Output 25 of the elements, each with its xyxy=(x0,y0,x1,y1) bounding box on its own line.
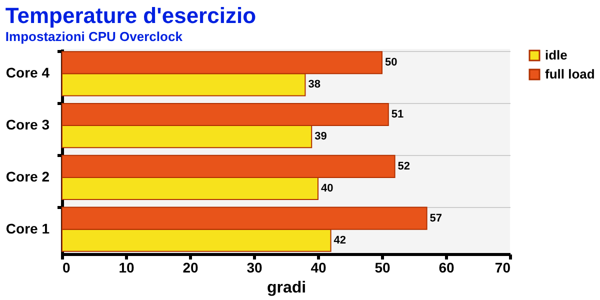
data-label: 52 xyxy=(398,160,410,172)
data-label: 42 xyxy=(334,234,346,246)
y-tick-label: Core 2 xyxy=(6,168,50,184)
data-label: 50 xyxy=(385,56,398,69)
legend-label: full load xyxy=(545,66,595,82)
x-tick-label: 20 xyxy=(182,260,198,276)
data-label: 39 xyxy=(314,130,327,143)
x-tick-label: 10 xyxy=(118,260,134,276)
chart-subtitle: Impostazioni CPU Overclock xyxy=(5,29,184,44)
chart-title: Temperature d'esercizio xyxy=(5,3,256,28)
data-label: 57 xyxy=(430,212,442,224)
x-tick-label: 0 xyxy=(62,260,70,276)
y-tick-label: Core 3 xyxy=(6,116,50,133)
y-tick-label: Core 4 xyxy=(6,64,50,81)
x-tick-label: 30 xyxy=(246,260,262,276)
x-tick-label: 50 xyxy=(374,260,390,276)
data-label: 51 xyxy=(391,108,404,121)
data-label: 40 xyxy=(321,182,334,194)
x-tick-label: 60 xyxy=(438,260,454,276)
x-axis-title: gradi xyxy=(266,280,306,296)
y-tick-label: Core 1 xyxy=(6,220,50,236)
x-tick-label: 40 xyxy=(310,260,326,276)
data-label: 38 xyxy=(308,78,320,91)
x-tick-label: 70 xyxy=(494,260,511,276)
legend-label: idle xyxy=(545,48,568,62)
